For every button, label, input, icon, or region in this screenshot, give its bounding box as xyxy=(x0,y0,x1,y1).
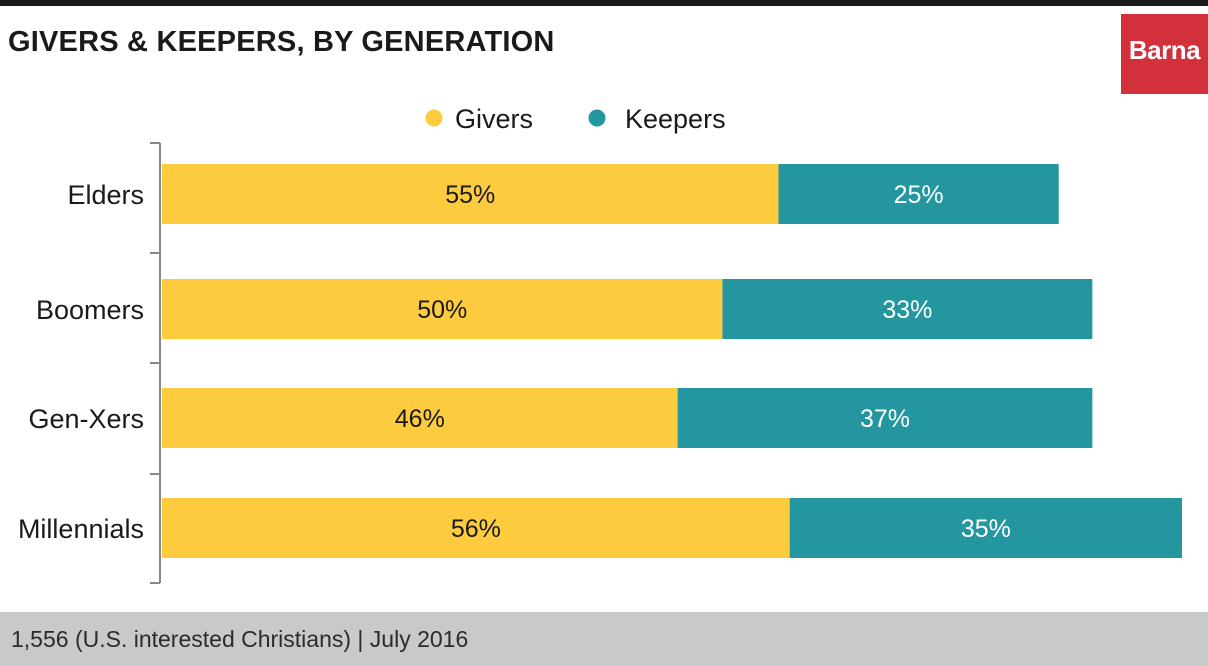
bar-givers xyxy=(162,498,790,558)
bar-keepers xyxy=(789,498,1182,558)
bar-givers xyxy=(162,164,779,224)
data-label-keepers: 25% xyxy=(894,181,944,209)
data-label-givers: 56% xyxy=(451,515,501,543)
category-label: Elders xyxy=(67,180,144,210)
legend-marker-keepers xyxy=(588,109,606,127)
category-label: Boomers xyxy=(36,295,144,325)
category-label: Millennials xyxy=(18,514,144,544)
category-label: Gen-Xers xyxy=(28,404,144,434)
footer: 1,556 (U.S. interested Christians) | Jul… xyxy=(0,612,1208,666)
data-label-givers: 55% xyxy=(445,181,495,209)
bar-givers xyxy=(162,279,723,339)
legend-marker-givers xyxy=(425,109,443,127)
data-label-keepers: 33% xyxy=(882,296,932,324)
bar-keepers xyxy=(722,279,1093,339)
logo-text: Barna xyxy=(1128,35,1201,65)
footer-note: 1,556 (U.S. interested Christians) | Jul… xyxy=(11,626,469,652)
barna-logo: Barna xyxy=(1121,14,1208,94)
legend-label-keepers: Keepers xyxy=(625,104,726,134)
data-label-keepers: 37% xyxy=(860,405,910,433)
data-label-givers: 46% xyxy=(395,405,445,433)
data-label-keepers: 35% xyxy=(961,515,1011,543)
bar-keepers xyxy=(677,388,1093,448)
legend-label-givers: Givers xyxy=(455,104,533,134)
bar-keepers xyxy=(778,164,1059,224)
bar-givers xyxy=(162,388,678,448)
top-rule xyxy=(0,0,1208,6)
chart: Givers Keepers Elders 55% 25% Boomers 50% 33% Ge… xyxy=(18,104,1182,584)
chart-title: GIVERS & KEEPERS, BY GENERATION xyxy=(8,26,555,58)
data-label-givers: 50% xyxy=(417,296,467,324)
